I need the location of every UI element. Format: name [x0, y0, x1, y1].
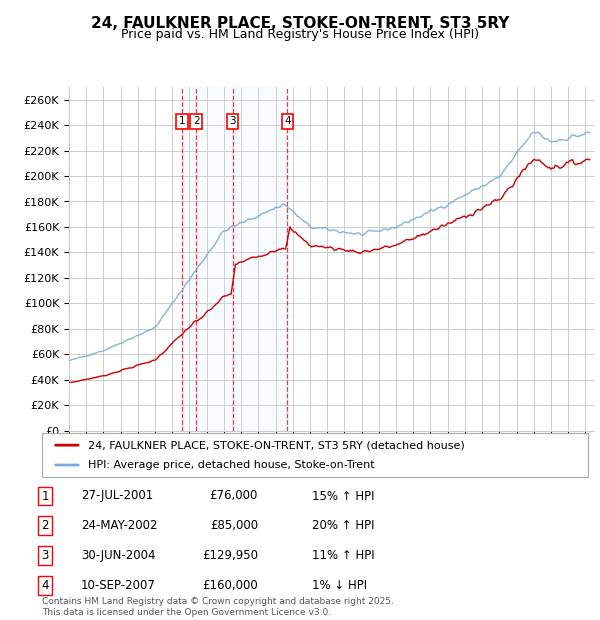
Text: £76,000: £76,000	[209, 490, 258, 502]
Text: 11% ↑ HPI: 11% ↑ HPI	[312, 549, 374, 562]
Text: 24, FAULKNER PLACE, STOKE-ON-TRENT, ST3 5RY (detached house): 24, FAULKNER PLACE, STOKE-ON-TRENT, ST3 …	[88, 440, 465, 450]
Text: 2: 2	[193, 116, 200, 126]
Text: 4: 4	[41, 579, 49, 591]
Text: 3: 3	[41, 549, 49, 562]
Text: 1: 1	[179, 116, 185, 126]
Text: 3: 3	[229, 116, 236, 126]
Text: 24-MAY-2002: 24-MAY-2002	[81, 520, 157, 532]
Text: £160,000: £160,000	[202, 579, 258, 591]
Text: Price paid vs. HM Land Registry's House Price Index (HPI): Price paid vs. HM Land Registry's House …	[121, 28, 479, 41]
Text: 27-JUL-2001: 27-JUL-2001	[81, 490, 153, 502]
Text: 30-JUN-2004: 30-JUN-2004	[81, 549, 155, 562]
Text: 24, FAULKNER PLACE, STOKE-ON-TRENT, ST3 5RY: 24, FAULKNER PLACE, STOKE-ON-TRENT, ST3 …	[91, 16, 509, 30]
Text: HPI: Average price, detached house, Stoke-on-Trent: HPI: Average price, detached house, Stok…	[88, 460, 375, 470]
Text: 1% ↓ HPI: 1% ↓ HPI	[312, 579, 367, 591]
Text: 10-SEP-2007: 10-SEP-2007	[81, 579, 156, 591]
Text: Contains HM Land Registry data © Crown copyright and database right 2025.
This d: Contains HM Land Registry data © Crown c…	[42, 598, 394, 617]
Text: 4: 4	[284, 116, 291, 126]
Text: 2: 2	[41, 520, 49, 532]
Bar	[182, 87, 287, 431]
Text: 20% ↑ HPI: 20% ↑ HPI	[312, 520, 374, 532]
Text: £129,950: £129,950	[202, 549, 258, 562]
Text: 1: 1	[41, 490, 49, 502]
Text: £85,000: £85,000	[210, 520, 258, 532]
Text: 15% ↑ HPI: 15% ↑ HPI	[312, 490, 374, 502]
